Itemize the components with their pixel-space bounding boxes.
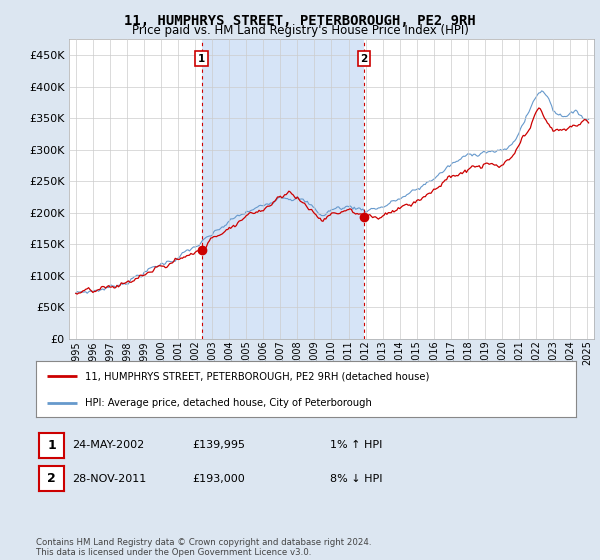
Text: Price paid vs. HM Land Registry's House Price Index (HPI): Price paid vs. HM Land Registry's House …	[131, 24, 469, 37]
Text: 28-NOV-2011: 28-NOV-2011	[72, 474, 146, 484]
Text: £193,000: £193,000	[192, 474, 245, 484]
Text: 11, HUMPHRYS STREET, PETERBOROUGH, PE2 9RH (detached house): 11, HUMPHRYS STREET, PETERBOROUGH, PE2 9…	[85, 371, 429, 381]
Text: Contains HM Land Registry data © Crown copyright and database right 2024.
This d: Contains HM Land Registry data © Crown c…	[36, 538, 371, 557]
Text: 2: 2	[47, 472, 56, 486]
Text: HPI: Average price, detached house, City of Peterborough: HPI: Average price, detached house, City…	[85, 398, 371, 408]
Text: 1: 1	[198, 54, 205, 64]
Text: £139,995: £139,995	[192, 440, 245, 450]
Text: 1% ↑ HPI: 1% ↑ HPI	[330, 440, 382, 450]
Text: 24-MAY-2002: 24-MAY-2002	[72, 440, 144, 450]
Text: 1: 1	[47, 438, 56, 452]
Text: 8% ↓ HPI: 8% ↓ HPI	[330, 474, 383, 484]
Text: 11, HUMPHRYS STREET, PETERBOROUGH, PE2 9RH: 11, HUMPHRYS STREET, PETERBOROUGH, PE2 9…	[124, 14, 476, 28]
Bar	[202, 39, 364, 339]
Text: 2: 2	[361, 54, 368, 64]
